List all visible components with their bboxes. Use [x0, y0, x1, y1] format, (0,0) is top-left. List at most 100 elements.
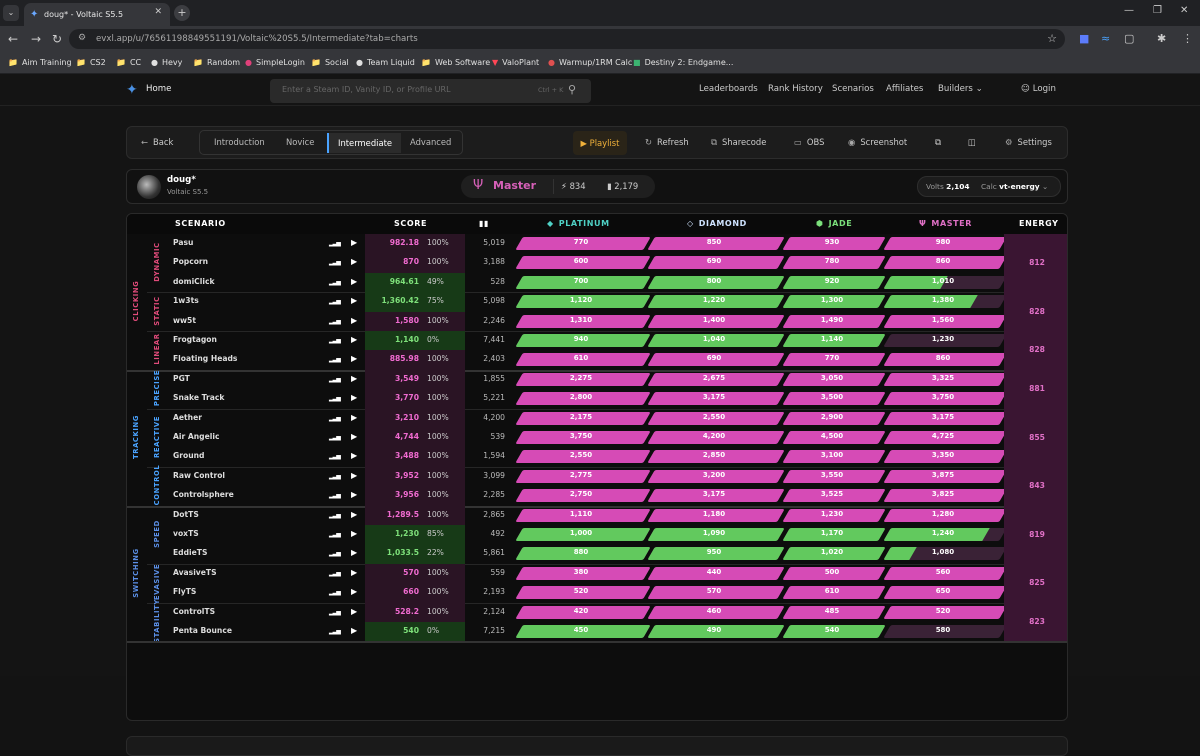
scenario-name[interactable]: PGT [173, 373, 190, 383]
pinned-extension-icon[interactable]: ✱ [1157, 32, 1167, 45]
home-link[interactable]: Home [146, 84, 172, 94]
play-scenario-icon[interactable]: ▶ [351, 432, 358, 441]
bookmark-link[interactable]: ▼ ValoPlant [492, 58, 540, 67]
play-scenario-icon[interactable]: ▶ [351, 587, 358, 597]
bookmark-link[interactable]: ● Team Liquid [356, 58, 415, 67]
scenario-name[interactable]: AvasiveTS [173, 567, 217, 577]
bookmark-folder[interactable]: 📁 Web Software [421, 58, 491, 67]
bookmark-folder[interactable]: 📁 Social [311, 58, 349, 67]
play-scenario-icon[interactable]: ▶ [351, 567, 358, 577]
play-scenario-icon[interactable]: ▶ [351, 606, 358, 616]
bookmark-star-icon[interactable]: ☆ [1047, 32, 1057, 45]
scenario-name[interactable]: Penta Bounce [173, 626, 232, 635]
maximize-icon[interactable]: ❐ [1153, 5, 1162, 16]
header-master[interactable]: Ψ MASTER [919, 219, 973, 228]
forward-arrow-icon[interactable]: → [31, 32, 42, 46]
header-scenario[interactable]: SCENARIO [175, 219, 226, 228]
play-scenario-icon[interactable]: ▶ [351, 257, 358, 267]
play-scenario-icon[interactable]: ▶ [351, 529, 358, 538]
scenario-name[interactable]: Snake Track [173, 393, 225, 403]
refresh-button[interactable]: ↻ Refresh [645, 137, 689, 147]
bookmark-folder[interactable]: 📁 Random [193, 58, 241, 67]
scenario-name[interactable]: Popcorn [173, 257, 209, 267]
sharecode-button[interactable]: ⧉ Sharecode [711, 137, 767, 147]
extension-wave-icon[interactable]: ≈ [1101, 32, 1111, 45]
scenario-name[interactable]: 1w3ts [173, 296, 199, 306]
play-scenario-icon[interactable]: ▶ [351, 354, 358, 364]
scenario-name[interactable]: Air Angelic [173, 432, 220, 441]
play-scenario-icon[interactable]: ▶ [351, 412, 358, 422]
search-icon[interactable]: ⚲ [568, 83, 577, 96]
tab-search-chevron-icon[interactable]: ⌄ [3, 5, 19, 21]
scenario-name[interactable]: domiClick [173, 276, 215, 286]
header-energy[interactable]: ENERGY [1019, 219, 1059, 228]
scenario-name[interactable]: Ground [173, 451, 205, 461]
play-scenario-icon[interactable]: ▶ [351, 315, 358, 325]
minimize-icon[interactable]: — [1124, 5, 1134, 16]
settings-button[interactable]: ⚙ Settings [1005, 137, 1052, 147]
header-plays-chart-icon[interactable]: ▮▮ [479, 219, 490, 228]
play-scenario-icon[interactable]: ▶ [351, 451, 358, 461]
nav-builders[interactable]: Builders ⌄ [938, 84, 983, 94]
obs-button[interactable]: ▭ OBS [794, 137, 825, 147]
bookmark-link[interactable]: ● SimpleLogin [245, 58, 305, 67]
address-bar[interactable]: ⚙ evxl.app/u/76561198849551191/Voltaic%2… [69, 29, 1065, 49]
header-jade[interactable]: ⬢ JADE [816, 219, 853, 228]
play-scenario-icon[interactable]: ▶ [351, 373, 358, 383]
header-platinum[interactable]: ◆ PLATINUM [547, 219, 610, 228]
bookmark-link[interactable]: ■ Destiny 2: Endgame... [633, 58, 734, 67]
play-scenario-icon[interactable]: ▶ [351, 509, 358, 519]
nav-scenarios[interactable]: Scenarios [832, 84, 874, 94]
url-text[interactable]: evxl.app/u/76561198849551191/Voltaic%20S… [96, 34, 418, 44]
scenario-name[interactable]: voxTS [173, 529, 199, 538]
back-arrow-icon[interactable]: ← [8, 32, 19, 46]
extension-shield-icon[interactable]: ■ [1079, 32, 1090, 45]
nav-rank-history[interactable]: Rank History [768, 84, 823, 94]
nav-affiliates[interactable]: Affiliates [886, 84, 924, 94]
play-scenario-icon[interactable]: ▶ [351, 548, 358, 558]
bookmark-folder[interactable]: 📁 CS2 [76, 58, 106, 67]
scenario-name[interactable]: DotTS [173, 509, 199, 519]
profile-search-input[interactable]: Enter a Steam ID, Vanity ID, or Profile … [270, 79, 591, 103]
calc-select[interactable]: Calc vt-energy ⌄ [981, 182, 1049, 191]
header-score[interactable]: SCORE [394, 219, 428, 228]
play-scenario-icon[interactable]: ▶ [351, 296, 358, 306]
close-tab-icon[interactable]: ✕ [154, 7, 162, 17]
tab-advanced[interactable]: Advanced [410, 137, 452, 147]
playlist-button[interactable]: ▶ Playlist [573, 131, 627, 155]
scenario-name[interactable]: Aether [173, 412, 202, 422]
bookmark-folder[interactable]: 📁 Aim Training [8, 58, 72, 67]
play-scenario-icon[interactable]: ▶ [351, 335, 358, 344]
header-diamond[interactable]: ◇ DIAMOND [687, 219, 747, 228]
scenario-name[interactable]: Controlsphere [173, 490, 234, 500]
bookmark-folder[interactable]: 📁 CC [116, 58, 142, 67]
site-info-icon[interactable]: ⚙ [78, 33, 87, 43]
play-scenario-icon[interactable]: ▶ [351, 276, 358, 286]
evxl-logo-icon[interactable]: ✦ [126, 82, 138, 98]
bookmark-link[interactable]: ● Warmup/1RM Calc [548, 58, 633, 67]
scenario-name[interactable]: ControlTS [173, 606, 216, 616]
scenario-name[interactable]: FlyTS [173, 587, 197, 597]
nav-login[interactable]: ☺ Login [1021, 84, 1056, 94]
extensions-puzzle-icon[interactable]: ▢ [1124, 32, 1135, 45]
reload-icon[interactable]: ↻ [52, 32, 63, 46]
play-scenario-icon[interactable]: ▶ [351, 626, 358, 635]
scenario-name[interactable]: EddieTS [173, 548, 208, 558]
play-scenario-icon[interactable]: ▶ [351, 393, 358, 403]
tab-novice[interactable]: Novice [286, 137, 315, 147]
play-scenario-icon[interactable]: ▶ [351, 490, 358, 500]
play-scenario-icon[interactable]: ▶ [351, 238, 358, 247]
new-tab-plus-icon[interactable]: + [174, 5, 190, 21]
copy-icon[interactable]: ⧉ [935, 137, 941, 147]
export-icon[interactable]: ◫ [968, 137, 976, 147]
play-scenario-icon[interactable]: ▶ [351, 470, 358, 480]
screenshot-button[interactable]: ◉ Screenshot [848, 137, 908, 147]
tab-intermediate[interactable]: Intermediate [327, 133, 402, 153]
bookmark-link[interactable]: ● Hevy [151, 58, 183, 67]
browser-tab[interactable]: ✦ doug* - Voltaic S5.5 ✕ [24, 3, 170, 26]
scenario-name[interactable]: Frogtagon [173, 335, 217, 344]
scenario-name[interactable]: Raw Control [173, 470, 226, 480]
browser-menu-icon[interactable]: ⋮ [1182, 32, 1193, 45]
scenario-name[interactable]: Floating Heads [173, 354, 238, 364]
back-button[interactable]: ← Back [141, 137, 174, 147]
